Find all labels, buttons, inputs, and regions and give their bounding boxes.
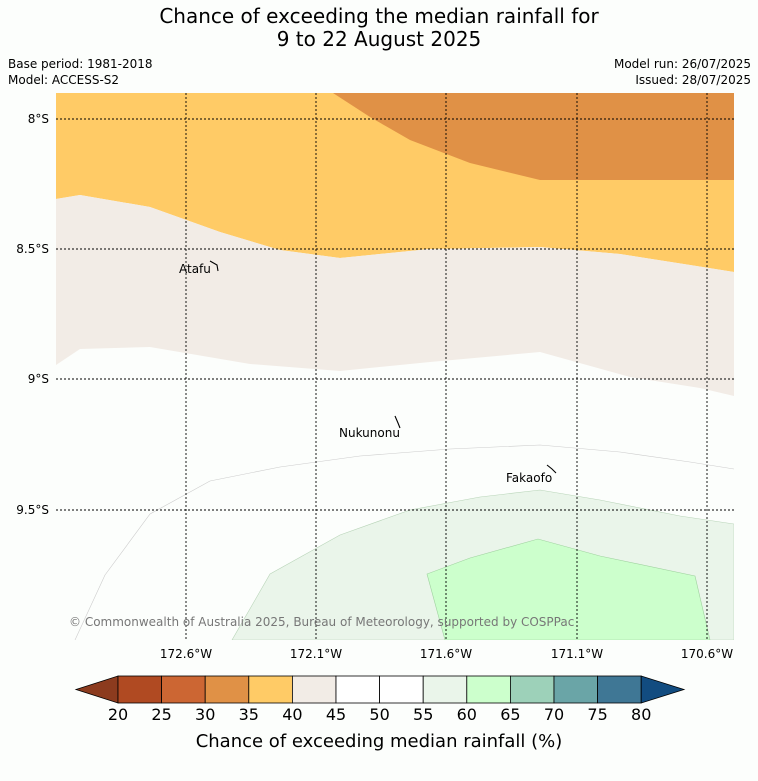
- colorbar-tick-label: 65: [500, 705, 520, 724]
- meta-left: Base period: 1981-2018 Model: ACCESS-S2: [8, 56, 153, 88]
- colorbar-ticks: 20 25 30 35 40 45 50 55 60 65 70 75 80: [108, 705, 652, 724]
- lat-label: 8°S: [28, 112, 49, 126]
- zone-30-35: [333, 93, 734, 180]
- colorbar-tick-label: 40: [282, 705, 302, 724]
- colorbar-segment: [117, 675, 162, 704]
- colorbar-label: Chance of exceeding median rainfall (%): [196, 731, 563, 752]
- place-label-nukunonu: Nukunonu: [339, 426, 400, 440]
- colorbar-tick-label: 45: [326, 705, 346, 724]
- colorbar-segment: [466, 675, 511, 704]
- title-line-2: 9 to 22 August 2025: [276, 27, 482, 51]
- colorbar-tick-label: 30: [195, 705, 215, 724]
- colorbar-segment: [161, 675, 206, 704]
- lon-label: 170.6°W: [681, 647, 733, 661]
- lat-label: 9°S: [28, 372, 49, 386]
- title-line-1: Chance of exceeding the median rainfall …: [159, 4, 599, 28]
- island-nukunonu-shape: [394, 415, 401, 429]
- colorbar-segment: [291, 675, 337, 704]
- colorbar-tick-label: 55: [413, 705, 433, 724]
- base-period: Base period: 1981-2018: [8, 57, 153, 71]
- lon-label: 171.6°W: [420, 647, 472, 661]
- gridlines: [56, 93, 734, 640]
- lon-label: 172.6°W: [160, 647, 212, 661]
- colorbar-segment: [553, 675, 598, 704]
- colorbar-tick-label: 70: [544, 705, 564, 724]
- lon-labels: 172.6°W 172.1°W 171.6°W 171.1°W 170.6°W: [160, 647, 733, 661]
- colorbar-tick-label: 80: [631, 705, 651, 724]
- chart-title: Chance of exceeding the median rainfall …: [0, 5, 758, 51]
- lat-labels: 8°S 8.5°S 9°S 9.5°S: [16, 112, 49, 517]
- colorbar-tick-label: 50: [369, 705, 389, 724]
- place-label-fakaofo: Fakaofo: [506, 471, 552, 485]
- lat-label: 8.5°S: [16, 242, 49, 256]
- map-area: Atafu Nukunonu Fakaofo © Commonwealth of…: [56, 93, 734, 640]
- lon-label: 172.1°W: [290, 647, 342, 661]
- contour-line: [74, 444, 734, 640]
- colorbar-segment: [509, 675, 555, 704]
- zone-40-45: [56, 195, 734, 396]
- model-name: Model: ACCESS-S2: [8, 73, 120, 87]
- colorbar-tick-label: 35: [239, 705, 259, 724]
- colorbar-segment: [335, 675, 380, 704]
- colorbar-segment: [248, 675, 293, 704]
- colorbar-tick-label: 20: [108, 705, 128, 724]
- lat-label: 9.5°S: [16, 503, 49, 517]
- colorbar-segment: [204, 675, 250, 704]
- colorbar-extend-high: [640, 675, 686, 704]
- colorbar-tick-label: 60: [457, 705, 477, 724]
- issued-date: Issued: 28/07/2025: [635, 73, 751, 87]
- colorbar-segment: [379, 675, 424, 704]
- colorbar-extend-low: [74, 675, 119, 704]
- colorbar-segment: [597, 675, 642, 704]
- island-atafu-shape: [209, 260, 219, 272]
- lon-label: 171.1°W: [551, 647, 603, 661]
- colorbar-segment: [422, 675, 468, 704]
- colorbar: [74, 675, 686, 704]
- zone-60-65: [426, 538, 711, 640]
- model-run: Model run: 26/07/2025: [613, 57, 751, 71]
- meta-right: Model run: 26/07/2025 Issued: 28/07/2025: [614, 56, 751, 88]
- colorbar-tick-label: 25: [151, 705, 171, 724]
- place-label-atafu: Atafu: [179, 262, 211, 276]
- colorbar-tick-label: 75: [587, 705, 607, 724]
- island-fakaofo-shape: [546, 464, 557, 474]
- copyright-text: © Commonwealth of Australia 2025, Bureau…: [69, 615, 574, 629]
